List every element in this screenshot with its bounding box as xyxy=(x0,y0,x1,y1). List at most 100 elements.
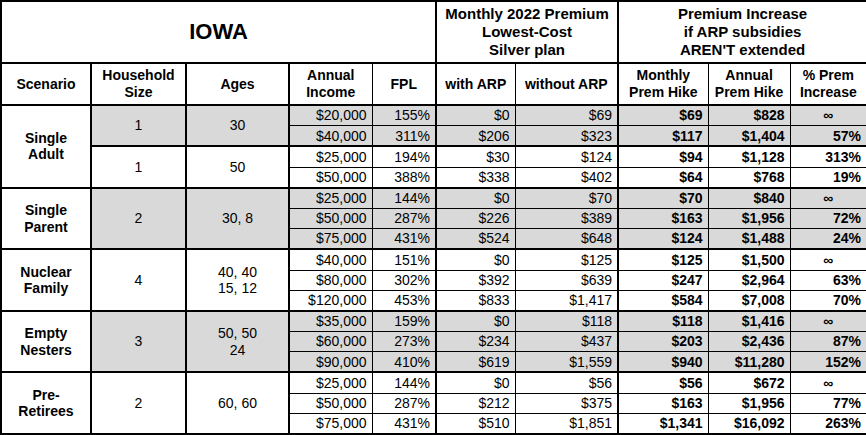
ages-cell: 50 xyxy=(186,146,289,187)
monthly-prem-hike-cell: $124 xyxy=(618,229,708,250)
annual-prem-hike-cell: $11,280 xyxy=(708,352,790,373)
column-header-monthly-prem-hike: Monthly Prem Hike xyxy=(618,63,708,105)
increase-column-group-header: Premium Increase if ARP subsidies AREN'T… xyxy=(618,1,866,63)
monthly-prem-hike-cell: $247 xyxy=(618,270,708,290)
monthly-prem-hike-cell: $163 xyxy=(618,209,708,229)
fpl-cell: 273% xyxy=(372,332,436,352)
annual-prem-hike-cell: $1,500 xyxy=(708,249,790,270)
with-arp-cell: $0 xyxy=(436,249,515,270)
with-arp-cell: $524 xyxy=(436,229,515,250)
fpl-cell: 151% xyxy=(372,249,436,270)
table-body: Single Adult130$20,000155%$0$69$69$828∞$… xyxy=(1,105,866,434)
without-arp-cell: $639 xyxy=(515,270,618,290)
scenario-cell: Pre-Retirees xyxy=(1,372,91,434)
column-header-annual-prem-hike: Annual Prem Hike xyxy=(708,63,790,105)
scenario-cell: Single Parent xyxy=(1,188,91,250)
column-header-row: Scenario Household Size Ages Annual Inco… xyxy=(1,63,866,105)
fpl-cell: 144% xyxy=(372,188,436,209)
annual-prem-hike-cell: $1,404 xyxy=(708,126,790,147)
without-arp-cell: $402 xyxy=(515,167,618,188)
monthly-prem-hike-cell: $163 xyxy=(618,393,708,413)
monthly-prem-hike-cell: $56 xyxy=(618,372,708,393)
annual-prem-hike-cell: $1,956 xyxy=(708,209,790,229)
without-arp-cell: $118 xyxy=(515,311,618,332)
pct-prem-increase-cell: ∞ xyxy=(790,249,866,270)
column-header-pct-prem-increase: % Prem Increase xyxy=(790,63,866,105)
pct-prem-increase-cell: 70% xyxy=(790,290,866,311)
annual-income-cell: $60,000 xyxy=(289,332,372,352)
fpl-cell: 431% xyxy=(372,413,436,434)
monthly-prem-hike-cell: $64 xyxy=(618,167,708,188)
annual-prem-hike-cell: $16,092 xyxy=(708,413,790,434)
pct-prem-increase-cell: ∞ xyxy=(790,188,866,209)
ages-cell: 30, 8 xyxy=(186,188,289,250)
without-arp-cell: $1,559 xyxy=(515,352,618,373)
table-row: Single Parent230, 8$25,000144%$0$70$70$8… xyxy=(1,188,866,209)
with-arp-cell: $338 xyxy=(436,167,515,188)
without-arp-cell: $389 xyxy=(515,209,618,229)
household-size-cell: 1 xyxy=(91,105,186,146)
fpl-cell: 431% xyxy=(372,229,436,250)
column-header-without-arp: without ARP xyxy=(515,63,618,105)
monthly-prem-hike-cell: $584 xyxy=(618,290,708,311)
table-title: IOWA xyxy=(1,1,436,63)
annual-prem-hike-cell: $2,436 xyxy=(708,332,790,352)
household-size-cell: 2 xyxy=(91,372,186,434)
without-arp-cell: $56 xyxy=(515,372,618,393)
fpl-cell: 388% xyxy=(372,167,436,188)
annual-prem-hike-cell: $1,488 xyxy=(708,229,790,250)
monthly-prem-hike-cell: $125 xyxy=(618,249,708,270)
pct-prem-increase-cell: ∞ xyxy=(790,311,866,332)
monthly-prem-hike-cell: $940 xyxy=(618,352,708,373)
scenario-cell: Nuclear Family xyxy=(1,249,91,311)
ages-cell: 50, 50 24 xyxy=(186,311,289,373)
annual-income-cell: $35,000 xyxy=(289,311,372,332)
annual-income-cell: $40,000 xyxy=(289,126,372,147)
annual-income-cell: $20,000 xyxy=(289,105,372,126)
annual-prem-hike-cell: $7,008 xyxy=(708,290,790,311)
annual-prem-hike-cell: $2,964 xyxy=(708,270,790,290)
ages-cell: 30 xyxy=(186,105,289,146)
without-arp-cell: $375 xyxy=(515,393,618,413)
pct-prem-increase-cell: 87% xyxy=(790,332,866,352)
fpl-cell: 144% xyxy=(372,372,436,393)
annual-prem-hike-cell: $1,416 xyxy=(708,311,790,332)
annual-income-cell: $75,000 xyxy=(289,413,372,434)
without-arp-cell: $124 xyxy=(515,146,618,167)
ages-cell: 40, 40 15, 12 xyxy=(186,249,289,311)
annual-prem-hike-cell: $840 xyxy=(708,188,790,209)
annual-income-cell: $50,000 xyxy=(289,393,372,413)
with-arp-cell: $0 xyxy=(436,105,515,126)
annual-income-cell: $50,000 xyxy=(289,167,372,188)
annual-prem-hike-cell: $672 xyxy=(708,372,790,393)
without-arp-cell: $648 xyxy=(515,229,618,250)
column-header-annual-income: Annual Income xyxy=(289,63,372,105)
household-size-cell: 1 xyxy=(91,146,186,187)
monthly-prem-hike-cell: $118 xyxy=(618,311,708,332)
annual-income-cell: $25,000 xyxy=(289,146,372,167)
with-arp-cell: $510 xyxy=(436,413,515,434)
household-size-cell: 2 xyxy=(91,188,186,250)
without-arp-cell: $70 xyxy=(515,188,618,209)
without-arp-cell: $1,851 xyxy=(515,413,618,434)
with-arp-cell: $226 xyxy=(436,209,515,229)
with-arp-cell: $0 xyxy=(436,311,515,332)
premium-table: IOWA Monthly 2022 Premium Lowest-Cost Si… xyxy=(0,0,866,435)
pct-prem-increase-cell: ∞ xyxy=(790,105,866,126)
with-arp-cell: $206 xyxy=(436,126,515,147)
annual-income-cell: $25,000 xyxy=(289,188,372,209)
pct-prem-increase-cell: 77% xyxy=(790,393,866,413)
with-arp-cell: $619 xyxy=(436,352,515,373)
annual-income-cell: $120,000 xyxy=(289,290,372,311)
annual-prem-hike-cell: $828 xyxy=(708,105,790,126)
with-arp-cell: $30 xyxy=(436,146,515,167)
pct-prem-increase-cell: 263% xyxy=(790,413,866,434)
pct-prem-increase-cell: 57% xyxy=(790,126,866,147)
annual-income-cell: $90,000 xyxy=(289,352,372,373)
column-header-ages: Ages xyxy=(186,63,289,105)
without-arp-cell: $125 xyxy=(515,249,618,270)
without-arp-cell: $1,417 xyxy=(515,290,618,311)
column-header-household-size: Household Size xyxy=(91,63,186,105)
with-arp-cell: $0 xyxy=(436,372,515,393)
pct-prem-increase-cell: 152% xyxy=(790,352,866,373)
